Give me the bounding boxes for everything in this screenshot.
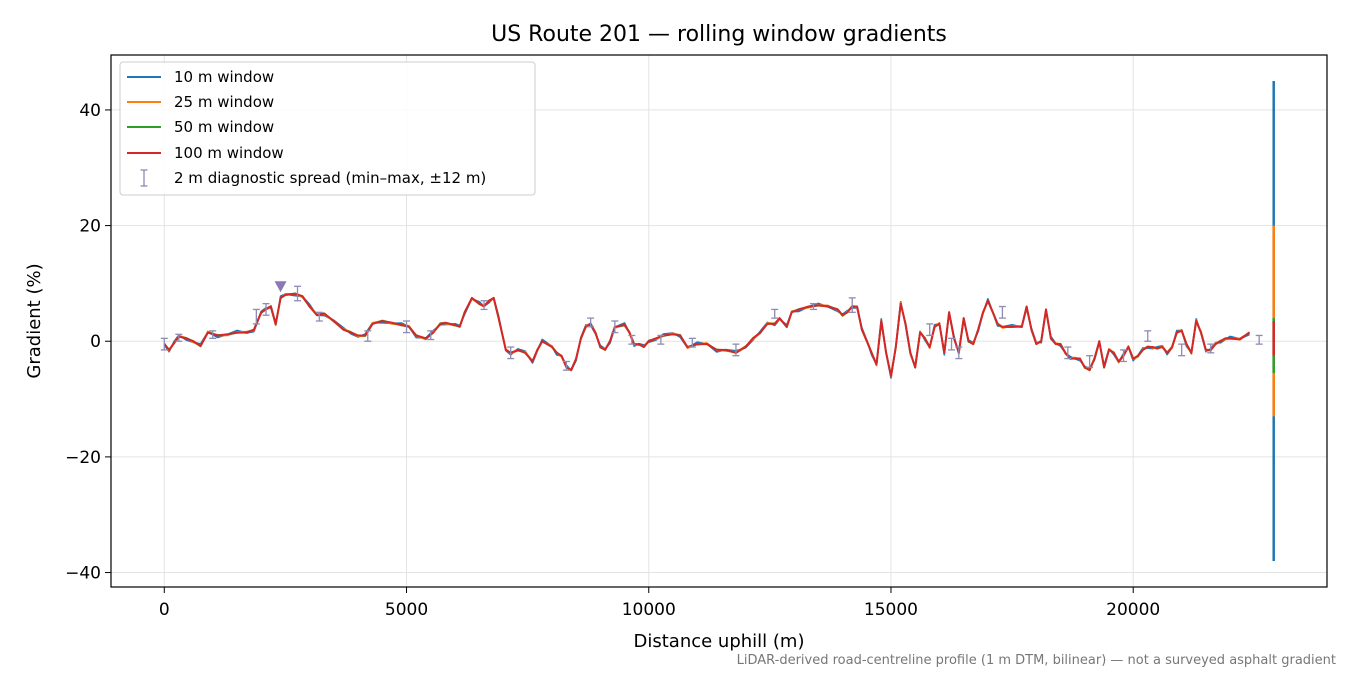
diagnostic-errorbar bbox=[364, 330, 372, 342]
footnote: LiDAR-derived road-centreline profile (1… bbox=[737, 653, 1336, 668]
diagnostic-errorbar bbox=[1064, 346, 1072, 360]
legend-label-4: 100 m window bbox=[174, 144, 284, 162]
y-tick-label: 20 bbox=[79, 217, 101, 237]
y-tick-label: −20 bbox=[65, 448, 101, 468]
diagnostic-errorbar bbox=[998, 305, 1006, 319]
y-axis-label: Gradient (%) bbox=[24, 263, 45, 378]
diagnostic-errorbar bbox=[1207, 343, 1215, 354]
peak-marker bbox=[274, 281, 287, 293]
plot-area bbox=[160, 81, 1275, 561]
diagnostic-errorbar bbox=[611, 320, 619, 334]
y-tick-label: 0 bbox=[90, 332, 101, 352]
diagnostic-errorbar bbox=[1255, 334, 1263, 345]
diagnostic-errorbar bbox=[771, 308, 779, 319]
diagnostic-errorbar bbox=[209, 330, 217, 339]
diagnostic-errorbar bbox=[628, 334, 636, 345]
legend-label-3: 50 m window bbox=[174, 118, 274, 136]
diagnostic-errorbar bbox=[427, 330, 435, 341]
diagnostic-errorbar bbox=[809, 303, 817, 311]
diagnostic-errorbar bbox=[262, 303, 270, 316]
diagnostic-errorbar bbox=[1144, 330, 1152, 342]
x-tick-label: 15000 bbox=[864, 600, 918, 620]
x-tick-label: 20000 bbox=[1106, 600, 1160, 620]
diagnostic-errorbar bbox=[1178, 343, 1186, 357]
diagnostic-errorbar bbox=[175, 333, 183, 342]
diagnostic-errorbar bbox=[480, 300, 488, 311]
diagnostic-errorbar bbox=[507, 346, 515, 360]
legend: 10 m window 25 m window 50 m window 100 m w… bbox=[119, 61, 536, 196]
diagnostic-errorbar bbox=[587, 317, 595, 328]
diagnostic-errorbar bbox=[403, 320, 411, 334]
chart-title: US Route 201 — rolling window gradients bbox=[491, 22, 947, 47]
y-tick-label: 40 bbox=[79, 101, 101, 121]
legend-box bbox=[119, 61, 536, 196]
diagnostic-errorbar bbox=[688, 337, 696, 348]
diagnostic-errorbar bbox=[955, 346, 963, 360]
y-tick-label: −40 bbox=[65, 564, 101, 584]
diagnostic-errorbar bbox=[315, 311, 323, 322]
diagnostic-errorbar bbox=[562, 360, 570, 371]
diagnostic-errorbar bbox=[1086, 355, 1094, 368]
plot-frame bbox=[110, 54, 1328, 588]
diagnostic-errorbar bbox=[732, 343, 740, 357]
diagnostic-errorbar bbox=[926, 323, 934, 337]
x-tick-label: 10000 bbox=[622, 600, 676, 620]
diagnostic-errorbar bbox=[1120, 349, 1128, 363]
series-line-4 bbox=[163, 292, 1251, 377]
diagnostic-errorbar bbox=[657, 334, 665, 345]
legend-swatch-diagnostic bbox=[140, 169, 148, 187]
diagnostic-errorbar bbox=[294, 285, 302, 302]
axis-ticks: 0 5000 10000 15000 20000 −40 −20 0 20 40 bbox=[65, 101, 1160, 620]
diagnostic-errorbar bbox=[252, 308, 260, 325]
legend-label-diagnostic: 2 m diagnostic spread (min–max, ±12 m) bbox=[174, 169, 486, 187]
legend-label-2: 25 m window bbox=[174, 93, 274, 111]
legend-label-1: 10 m window bbox=[174, 68, 274, 86]
x-axis-label: Distance uphill (m) bbox=[634, 631, 805, 652]
x-tick-label: 0 bbox=[159, 600, 170, 620]
diagnostic-errorbar bbox=[160, 337, 168, 351]
x-tick-label: 5000 bbox=[385, 600, 428, 620]
diagnostic-errorbar bbox=[848, 297, 856, 313]
diagnostic-errorbar bbox=[948, 337, 956, 351]
